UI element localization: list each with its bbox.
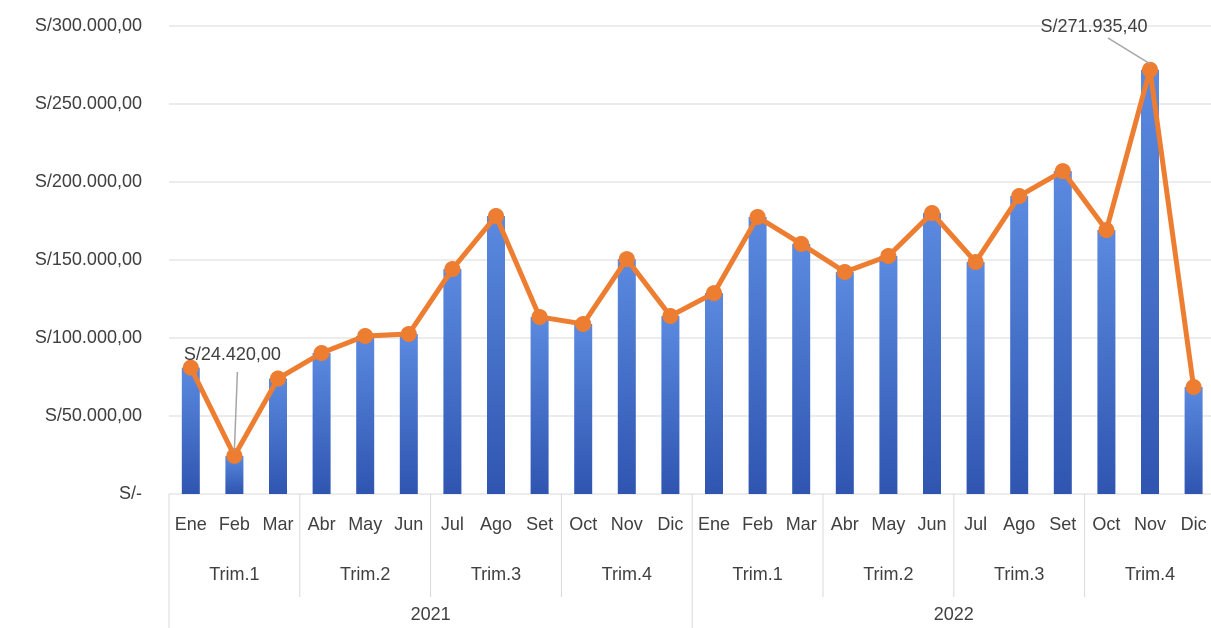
line-marker <box>706 285 722 302</box>
line-marker <box>182 359 199 376</box>
line-marker <box>531 308 548 325</box>
bar <box>661 316 680 494</box>
bar <box>1141 69 1159 495</box>
line-marker <box>1142 61 1158 78</box>
bar <box>269 378 287 494</box>
line-marker <box>793 235 810 252</box>
y-tick-label: S/300.000,00 <box>35 15 142 35</box>
x-tick-label: May <box>348 514 382 534</box>
line-marker <box>1098 222 1115 239</box>
line-marker <box>575 315 592 332</box>
line-marker <box>400 325 417 342</box>
x-tick-label: Feb <box>219 514 250 534</box>
quarter-label: Trim.4 <box>602 564 652 584</box>
bar <box>356 335 375 494</box>
x-tick-label: Jun <box>394 514 423 534</box>
line-marker <box>1054 163 1071 180</box>
bar <box>399 333 418 494</box>
line-marker <box>880 247 897 264</box>
bar <box>530 316 549 494</box>
year-label: 2022 <box>934 604 974 624</box>
bar <box>748 216 767 494</box>
quarter-label: Trim.2 <box>863 564 913 584</box>
y-tick-label: S/250.000,00 <box>35 93 142 113</box>
x-tick-label: Feb <box>742 514 773 534</box>
line-marker <box>444 261 461 278</box>
x-tick-label: Abr <box>831 514 859 534</box>
data-label: S/24.420,00 <box>184 344 281 364</box>
x-tick-label: Dic <box>1181 514 1207 534</box>
quarter-label: Trim.1 <box>732 564 782 584</box>
bar <box>923 213 941 494</box>
y-tick-label: S/- <box>119 483 142 503</box>
quarter-label: Trim.4 <box>1125 564 1175 584</box>
x-tick-label: May <box>871 514 905 534</box>
x-tick-label: Oct <box>569 514 597 534</box>
bar <box>879 255 898 494</box>
line-marker <box>967 254 984 271</box>
line-marker <box>1011 188 1028 205</box>
x-tick-label: Oct <box>1092 514 1120 534</box>
bar <box>1184 386 1203 494</box>
bar <box>966 262 985 494</box>
x-tick-label: Ene <box>175 514 207 534</box>
line-marker <box>357 327 374 344</box>
x-tick-label: Nov <box>611 514 643 534</box>
line-marker <box>226 447 243 464</box>
data-label: S/271.935,40 <box>1040 16 1147 36</box>
bar <box>225 455 244 494</box>
line-marker <box>836 264 853 281</box>
bar <box>617 259 636 494</box>
line-marker <box>270 370 286 387</box>
quarter-label: Trim.2 <box>340 564 390 584</box>
bar <box>1010 196 1029 495</box>
leader-line <box>233 371 239 450</box>
x-tick-label: Mar <box>263 514 294 534</box>
quarter-label: Trim.1 <box>209 564 259 584</box>
line-marker <box>488 208 504 225</box>
bar <box>443 269 462 494</box>
line-marker <box>924 205 940 222</box>
line-marker <box>313 344 330 361</box>
y-tick-label: S/200.000,00 <box>35 171 142 191</box>
x-tick-label: Ago <box>480 514 512 534</box>
x-tick-label: Set <box>526 514 553 534</box>
quarter-label: Trim.3 <box>994 564 1044 584</box>
bar <box>574 323 593 494</box>
leader-line <box>1107 37 1151 65</box>
bar <box>705 293 723 494</box>
x-tick-label: Ago <box>1003 514 1035 534</box>
x-tick-label: Jun <box>917 514 946 534</box>
line <box>188 67 1197 459</box>
line-marker <box>749 208 766 225</box>
bar <box>1097 230 1116 494</box>
x-tick-label: Set <box>1049 514 1076 534</box>
x-tick-label: Mar <box>786 514 817 534</box>
y-tick-label: S/100.000,00 <box>35 327 142 347</box>
bar <box>1053 171 1072 494</box>
x-tick-label: Dic <box>657 514 683 534</box>
line-marker <box>618 251 635 268</box>
bar <box>792 243 811 494</box>
line-marker <box>662 308 679 325</box>
x-tick-label: Jul <box>441 514 464 534</box>
x-tick-label: Jul <box>964 514 987 534</box>
bar <box>312 352 331 494</box>
line-marker <box>1185 378 1202 395</box>
bar <box>181 367 200 494</box>
quarter-label: Trim.3 <box>471 564 521 584</box>
bar <box>487 216 505 494</box>
bar <box>835 272 854 494</box>
x-tick-label: Abr <box>308 514 336 534</box>
y-tick-label: S/150.000,00 <box>35 249 142 269</box>
x-tick-label: Nov <box>1134 514 1166 534</box>
y-tick-label: S/50.000,00 <box>45 405 142 425</box>
x-tick-label: Ene <box>698 514 730 534</box>
year-label: 2021 <box>411 604 451 624</box>
